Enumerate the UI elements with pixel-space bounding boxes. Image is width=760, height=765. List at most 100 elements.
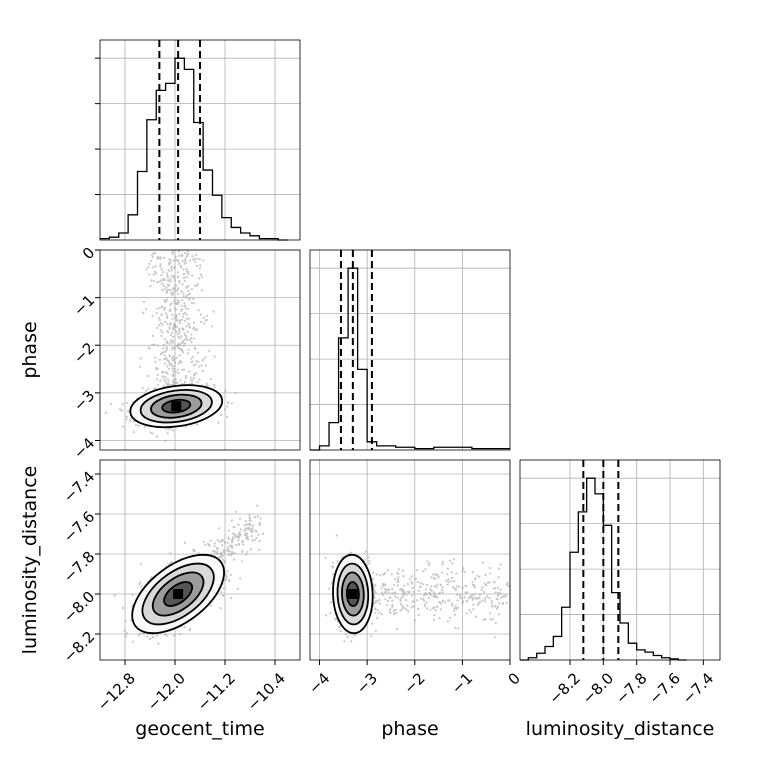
sample-point bbox=[173, 300, 175, 302]
sample-point bbox=[157, 642, 159, 644]
sample-point bbox=[160, 274, 162, 276]
sample-point bbox=[125, 635, 127, 637]
sample-point bbox=[142, 312, 144, 314]
sample-point bbox=[168, 280, 170, 282]
sample-point bbox=[184, 280, 186, 282]
sample-point bbox=[248, 517, 250, 519]
sample-point bbox=[197, 552, 199, 554]
sample-point bbox=[166, 272, 168, 274]
sample-point bbox=[184, 342, 186, 344]
sample-point bbox=[167, 432, 169, 434]
sample-point bbox=[202, 358, 204, 360]
sample-point bbox=[231, 520, 233, 522]
sample-point bbox=[191, 255, 193, 257]
sample-point bbox=[169, 552, 171, 554]
sample-point bbox=[145, 268, 147, 270]
sample-point bbox=[172, 370, 174, 372]
sample-point bbox=[156, 308, 158, 310]
sample-point bbox=[185, 377, 187, 379]
sample-point bbox=[178, 255, 180, 257]
sample-point bbox=[376, 617, 378, 619]
sample-point bbox=[169, 355, 171, 357]
sample-point bbox=[245, 535, 247, 537]
sample-point bbox=[238, 543, 240, 545]
sample-point bbox=[174, 378, 176, 380]
sample-point bbox=[125, 620, 127, 622]
sample-point bbox=[152, 315, 154, 317]
sample-point bbox=[176, 320, 178, 322]
sample-point bbox=[166, 298, 168, 300]
sample-point bbox=[162, 306, 164, 308]
sample-point bbox=[332, 573, 334, 575]
sample-point bbox=[206, 383, 208, 385]
sample-point bbox=[245, 527, 247, 529]
sample-point bbox=[165, 357, 167, 359]
sample-point bbox=[185, 325, 187, 327]
sample-point bbox=[190, 379, 192, 381]
sample-point bbox=[190, 377, 192, 379]
sample-point bbox=[122, 607, 124, 609]
sample-point bbox=[187, 293, 189, 295]
sample-point bbox=[171, 302, 173, 304]
sample-point bbox=[163, 285, 165, 287]
sample-point bbox=[213, 311, 215, 313]
sample-point bbox=[197, 283, 199, 285]
sample-point bbox=[259, 540, 261, 542]
sample-point bbox=[184, 305, 186, 307]
sample-point bbox=[211, 325, 213, 327]
sample-point bbox=[164, 301, 166, 303]
sample-point bbox=[173, 634, 175, 636]
sample-point bbox=[214, 542, 216, 544]
sample-point bbox=[127, 410, 129, 412]
sample-point bbox=[192, 356, 194, 358]
sample-point bbox=[201, 276, 203, 278]
sample-point bbox=[162, 347, 164, 349]
sample-point bbox=[159, 319, 161, 321]
sample-point bbox=[200, 273, 202, 275]
sample-point bbox=[145, 390, 147, 392]
sample-point bbox=[221, 540, 223, 542]
sample-point bbox=[226, 405, 228, 407]
sample-point bbox=[160, 329, 162, 331]
sample-point bbox=[170, 334, 172, 336]
sample-point bbox=[203, 317, 205, 319]
sample-point bbox=[178, 250, 180, 252]
sample-point bbox=[153, 273, 155, 275]
sample-point bbox=[195, 258, 197, 260]
sample-point bbox=[147, 388, 149, 390]
sample-point bbox=[252, 527, 254, 529]
sample-point bbox=[174, 279, 176, 281]
sample-point bbox=[233, 526, 235, 528]
sample-point bbox=[166, 372, 168, 374]
sample-point bbox=[150, 260, 152, 262]
sample-point bbox=[130, 418, 132, 420]
sample-point bbox=[181, 369, 183, 371]
sample-point bbox=[195, 360, 197, 362]
sample-point bbox=[237, 588, 239, 590]
sample-point bbox=[235, 544, 237, 546]
sample-point bbox=[169, 322, 171, 324]
sample-point bbox=[157, 374, 159, 376]
sample-point bbox=[188, 349, 190, 351]
sample-point bbox=[147, 375, 149, 377]
sample-point bbox=[166, 341, 168, 343]
sample-point bbox=[198, 277, 200, 279]
sample-point bbox=[182, 273, 184, 275]
sample-point bbox=[173, 358, 175, 360]
sample-point bbox=[138, 425, 140, 427]
sample-point bbox=[171, 332, 173, 334]
sample-point bbox=[156, 435, 158, 437]
sample-point bbox=[185, 337, 187, 339]
sample-point bbox=[171, 269, 173, 271]
sample-point bbox=[177, 271, 179, 273]
sample-point bbox=[171, 367, 173, 369]
sample-point bbox=[199, 379, 201, 381]
sample-point bbox=[172, 318, 174, 320]
sample-point bbox=[178, 281, 180, 283]
sample-point bbox=[189, 629, 191, 631]
sample-point bbox=[197, 309, 199, 311]
sample-point bbox=[154, 361, 156, 363]
sample-point bbox=[168, 289, 170, 291]
sample-point bbox=[163, 257, 165, 259]
sample-point bbox=[198, 366, 200, 368]
